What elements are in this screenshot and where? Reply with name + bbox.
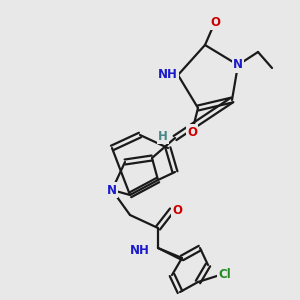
- Text: N: N: [107, 184, 117, 196]
- Text: NH: NH: [130, 244, 150, 256]
- Text: O: O: [210, 16, 220, 28]
- Text: O: O: [172, 203, 182, 217]
- Text: H: H: [158, 130, 168, 142]
- Text: Cl: Cl: [219, 268, 231, 281]
- Text: NH: NH: [158, 68, 178, 82]
- Text: O: O: [187, 125, 197, 139]
- Text: N: N: [233, 58, 243, 71]
